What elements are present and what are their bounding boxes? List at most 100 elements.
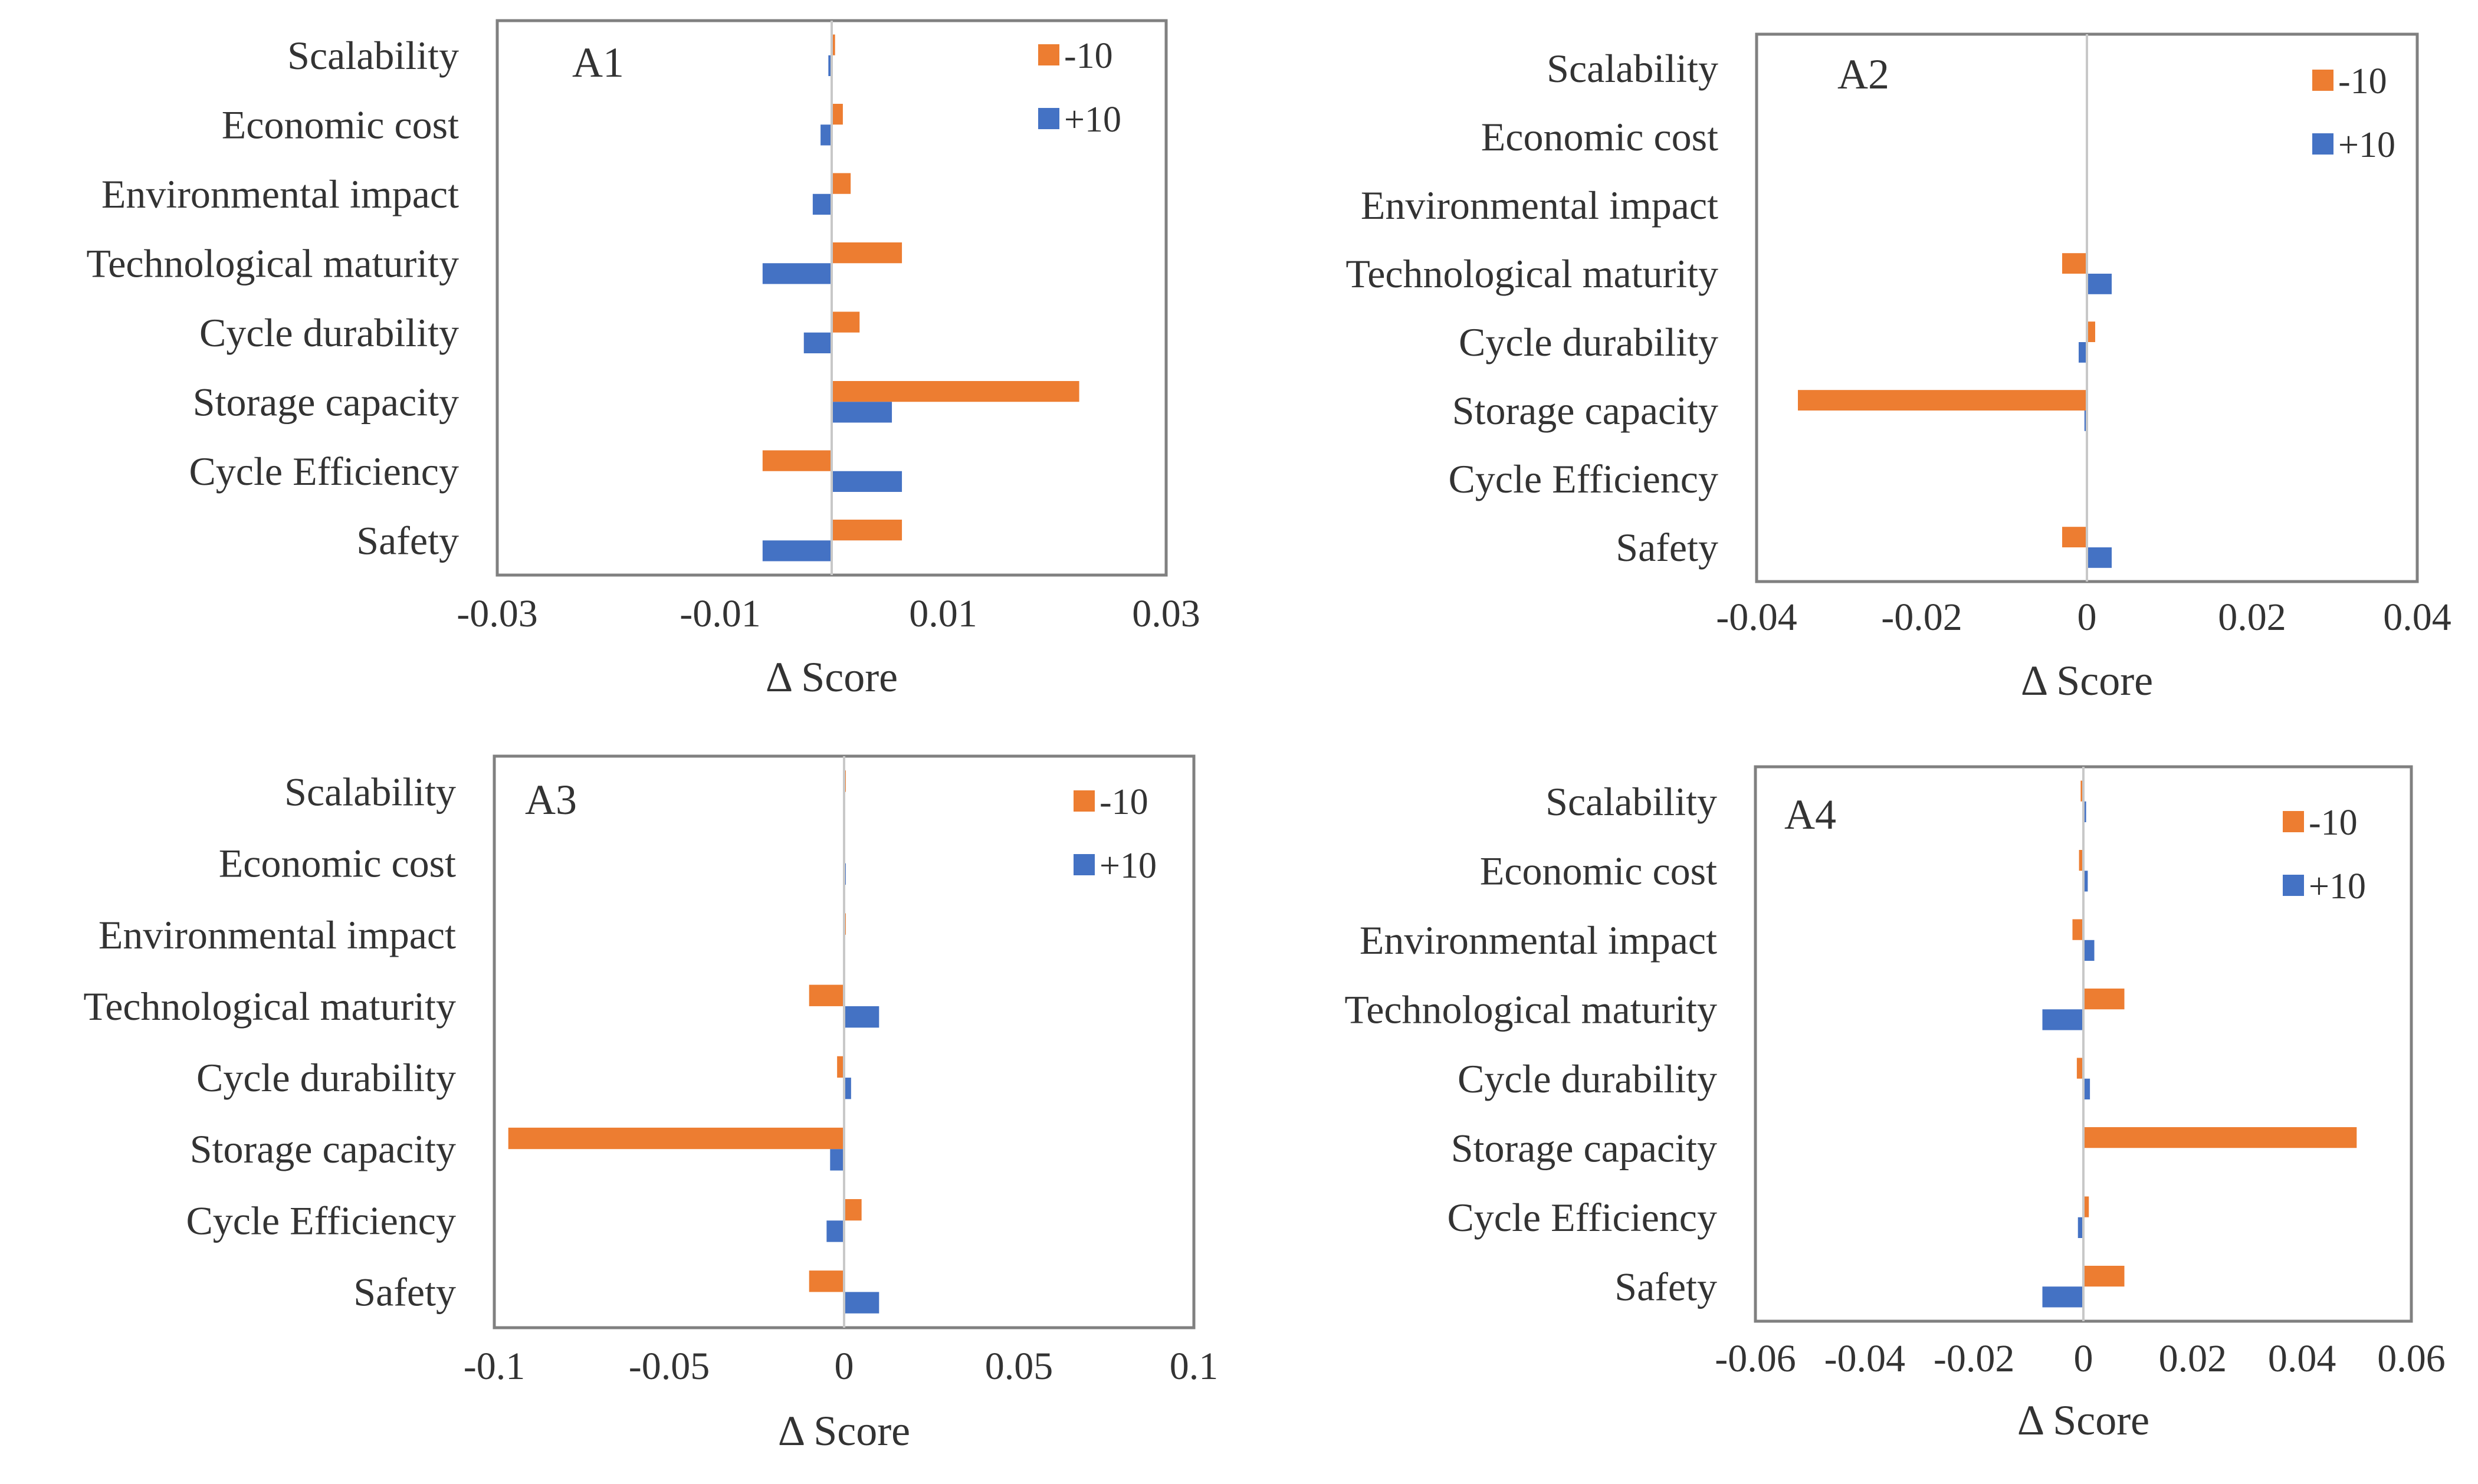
legend-label-minus10: -10 [2309,803,2358,843]
category-label-scalability: Scalability [1547,46,1718,91]
bar-plus10-technological-maturity [2087,274,2112,294]
x-axis-title: Δ Score [2021,657,2153,704]
bar-minus10-cycle-efficiency [844,1199,862,1221]
legend-swatch-plus10 [2312,133,2333,155]
bar-plus10-storage-capacity [832,402,892,423]
bar-minus10-safety [2083,1266,2125,1287]
bar-minus10-safety [832,520,902,541]
category-label-economic-cost: Economic cost [222,102,459,147]
legend-label-minus10: -10 [1099,782,1148,822]
x-tick-label: 0.04 [2383,596,2451,639]
category-label-scalability: Scalability [284,770,456,815]
bar-plus10-safety [2042,1286,2083,1308]
category-label-economic-cost: Economic cost [1480,848,1717,893]
x-axis-title: Δ Score [766,654,898,701]
category-label-storage-capacity: Storage capacity [190,1127,456,1171]
x-tick-label: 0.06 [2377,1337,2446,1380]
panel-a4: Scalability Economic cost Environmental im… [1344,765,2446,1444]
category-label-environmental-impact: Environmental impact [99,912,456,957]
bar-minus10-economic-cost [2079,850,2083,871]
x-axis-title: Δ Score [778,1407,910,1455]
bar-plus10-cycle-efficiency [832,471,902,492]
category-label-cycle-efficiency: Cycle Efficiency [189,449,459,494]
category-label-technological-maturity: Technological maturity [1345,251,1718,296]
category-label-scalability: Scalability [1545,779,1717,824]
bar-plus10-technological-maturity [762,263,832,284]
bar-minus10-environmental-impact [2072,919,2083,940]
bar-minus10-economic-cost [832,104,843,125]
bar-minus10-scalability [2080,780,2083,802]
x-axis-title: Δ Score [2017,1397,2149,1444]
category-label-cycle-durability: Cycle durability [199,310,459,355]
bar-minus10-cycle-durability [2087,321,2095,342]
bar-minus10-safety [2062,527,2087,547]
category-label-storage-capacity: Storage capacity [1452,388,1718,433]
panel-label: A3 [525,776,577,823]
bar-plus10-storage-capacity [830,1149,844,1171]
bar-plus10-economic-cost [2083,871,2088,892]
category-label-technological-maturity: Technological maturity [83,984,456,1029]
category-label-cycle-durability: Cycle durability [1459,320,1718,365]
legend: -10 +10 [1074,782,1157,886]
x-tick-label: -0.1 [464,1345,525,1388]
x-tick-label: -0.01 [680,592,760,635]
bar-minus10-storage-capacity [1798,390,2087,411]
category-label-safety: Safety [1614,1264,1717,1309]
category-label-economic-cost: Economic cost [1481,114,1718,159]
bar-plus10-cycle-efficiency [826,1220,844,1242]
legend-swatch-plus10 [1038,108,1059,129]
x-tick-label: 0.05 [985,1345,1053,1388]
panel-a2: Scalability Economic cost Environmental im… [1345,32,2451,704]
panel-label: A4 [1784,791,1836,838]
x-tick-label: 0 [2077,596,2097,639]
bar-minus10-technological-maturity [809,984,844,1006]
bar-plus10-environmental-impact [2083,940,2095,961]
legend-swatch-plus10 [1074,854,1095,875]
x-tick-label: 0 [2074,1337,2093,1380]
category-label-cycle-efficiency: Cycle Efficiency [186,1198,456,1243]
legend: -10 +10 [2283,803,2366,907]
x-tick-label: -0.04 [1716,596,1797,639]
bar-plus10-cycle-durability [803,332,832,353]
bar-plus10-cycle-durability [2083,1078,2090,1099]
x-tick-label: 0.02 [2159,1337,2227,1380]
x-tick-label: -0.05 [629,1345,710,1388]
category-label-cycle-durability: Cycle durability [1458,1056,1717,1101]
panel-label: A1 [572,39,624,86]
bar-minus10-safety [809,1270,844,1292]
bar-minus10-storage-capacity [832,381,1079,402]
x-tick-label: -0.04 [1824,1337,1905,1380]
legend-label-plus10: +10 [2338,125,2395,165]
category-label-environmental-impact: Environmental impact [1360,918,1717,963]
bar-minus10-environmental-impact [832,173,851,194]
bar-plus10-economic-cost [820,124,832,146]
legend-swatch-minus10 [1074,790,1095,812]
bar-plus10-cycle-durability [844,1078,851,1099]
bar-minus10-cycle-durability [832,311,860,333]
category-label-technological-maturity: Technological maturity [1344,987,1717,1032]
legend-label-plus10: +10 [2309,866,2366,907]
category-label-cycle-efficiency: Cycle Efficiency [1448,457,1718,501]
category-label-safety: Safety [356,518,459,563]
legend-swatch-minus10 [1038,44,1059,65]
bar-minus10-storage-capacity [2083,1127,2357,1148]
bar-plus10-safety [844,1292,879,1314]
legend-swatch-plus10 [2283,875,2304,896]
legend-label-plus10: +10 [1064,100,1121,140]
x-tick-label: 0.1 [1170,1345,1219,1388]
bar-minus10-scalability [832,34,835,55]
panel-label: A2 [1837,51,1889,98]
category-label-storage-capacity: Storage capacity [193,379,459,424]
bar-minus10-cycle-durability [837,1056,844,1078]
bar-plus10-cycle-durability [2079,342,2087,363]
bar-plus10-safety [2087,547,2112,568]
bar-plus10-environmental-impact [812,193,832,215]
category-label-storage-capacity: Storage capacity [1451,1125,1717,1170]
bar-minus10-storage-capacity [508,1127,844,1150]
category-label-scalability: Scalability [287,33,459,78]
bar-plus10-scalability [828,55,832,76]
bar-plus10-technological-maturity [2042,1009,2083,1030]
bar-minus10-technological-maturity [2083,989,2125,1010]
panel-a3: Scalability Economic cost Environmental im… [83,754,1219,1455]
